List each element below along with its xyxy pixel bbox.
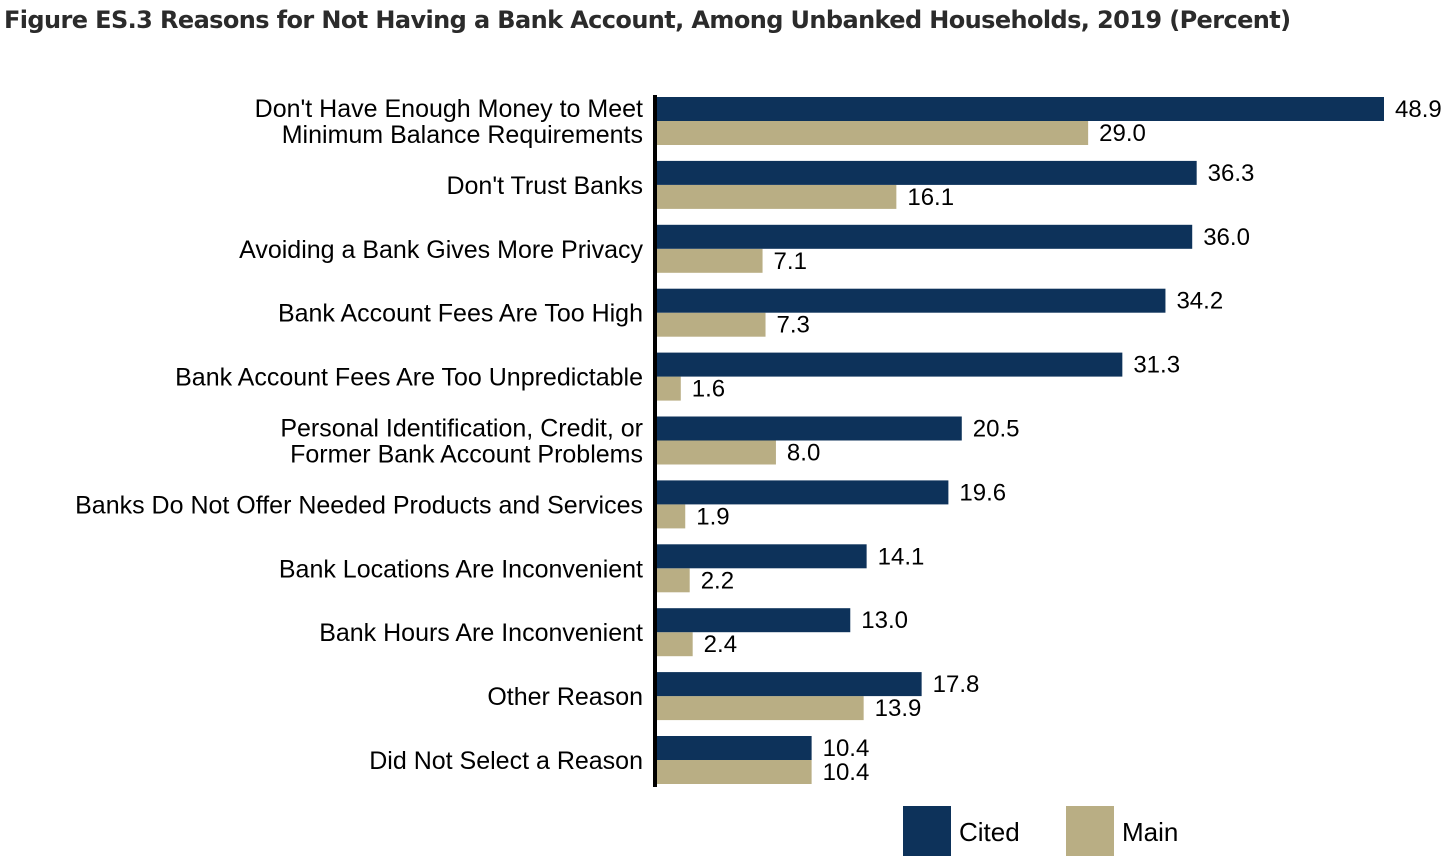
value-label-cited-8: 13.0: [861, 607, 908, 634]
bar-main-1: [657, 184, 897, 209]
value-label-cited-2: 36.0: [1203, 224, 1250, 251]
category-label-6: Banks Do Not Offer Needed Products and S…: [75, 491, 643, 519]
category-label-10: Did Not Select a Reason: [369, 747, 643, 775]
category-label-3: Bank Account Fees Are Too High: [278, 300, 643, 328]
bar-cited-6: [657, 480, 949, 505]
value-label-cited-6: 19.6: [959, 479, 1006, 506]
value-label-main-7: 2.2: [701, 567, 734, 594]
bar-main-9: [657, 696, 864, 721]
legend: Cited Main: [903, 806, 1178, 856]
bar-cited-7: [657, 544, 867, 569]
category-label-2: Avoiding a Bank Gives More Privacy: [239, 236, 643, 264]
legend-swatch-cited: [903, 806, 951, 856]
value-labels: 48.9 29.0 36.3 16.1 36.0 7.1 34.2 7.3 31.3 1.6 20.…: [692, 96, 1442, 786]
value-label-cited-0: 48.9: [1395, 96, 1442, 123]
series-main-bars: [657, 121, 1089, 784]
bar-cited-4: [657, 352, 1123, 377]
value-label-main-8: 2.4: [704, 631, 737, 658]
bar-main-6: [657, 504, 686, 529]
bar-cited-5: [657, 416, 962, 441]
category-label-7: Bank Locations Are Inconvenient: [279, 555, 643, 583]
bar-cited-2: [657, 224, 1193, 249]
chart-title: Figure ES.3 Reasons for Not Having a Ban…: [4, 6, 1291, 34]
category-label-4: Bank Account Fees Are Too Unpredictable: [175, 364, 643, 392]
value-label-main-10: 10.4: [823, 759, 870, 786]
value-label-main-9: 13.9: [875, 695, 922, 722]
value-label-cited-7: 14.1: [878, 543, 925, 570]
bar-cited-9: [657, 672, 922, 697]
bar-cited-1: [657, 160, 1197, 185]
legend-label-main: Main: [1122, 817, 1178, 847]
category-label-5-line-0: Personal Identification, Credit, or: [280, 415, 643, 443]
value-label-main-6: 1.9: [696, 503, 729, 530]
value-label-main-5: 8.0: [787, 440, 820, 467]
legend-label-cited: Cited: [959, 817, 1020, 847]
legend-swatch-main: [1066, 806, 1114, 856]
value-label-main-2: 7.1: [774, 248, 807, 275]
value-label-cited-9: 17.8: [933, 671, 980, 698]
bar-main-2: [657, 248, 763, 273]
bar-main-7: [657, 568, 690, 593]
category-label-9: Other Reason: [487, 683, 643, 711]
bar-main-8: [657, 632, 693, 657]
value-label-cited-1: 36.3: [1208, 160, 1255, 187]
value-label-cited-3: 34.2: [1176, 288, 1223, 315]
value-label-cited-10: 10.4: [823, 735, 870, 762]
value-label-cited-4: 31.3: [1133, 352, 1180, 379]
bar-cited-0: [657, 97, 1384, 121]
category-label-0-line-0: Don't Have Enough Money to Meet: [255, 95, 643, 123]
bar-cited-8: [657, 608, 851, 633]
category-label-0-line-1: Minimum Balance Requirements: [282, 121, 643, 149]
series-cited-bars: [657, 97, 1384, 760]
value-label-main-3: 7.3: [777, 312, 810, 339]
category-label-8: Bank Hours Are Inconvenient: [319, 619, 643, 647]
value-label-cited-5: 20.5: [973, 416, 1020, 443]
value-label-main-4: 1.6: [692, 376, 725, 403]
bar-main-10: [657, 760, 812, 784]
category-label-1: Don't Trust Banks: [446, 172, 643, 200]
bar-main-4: [657, 376, 681, 401]
value-label-main-1: 16.1: [907, 184, 954, 211]
value-label-main-0: 29.0: [1099, 120, 1146, 147]
bar-main-5: [657, 440, 776, 465]
bar-cited-3: [657, 288, 1166, 313]
bar-main-0: [657, 121, 1089, 145]
bar-cited-10: [657, 736, 812, 760]
bar-main-3: [657, 312, 766, 337]
category-label-5-line-1: Former Bank Account Problems: [290, 441, 643, 469]
